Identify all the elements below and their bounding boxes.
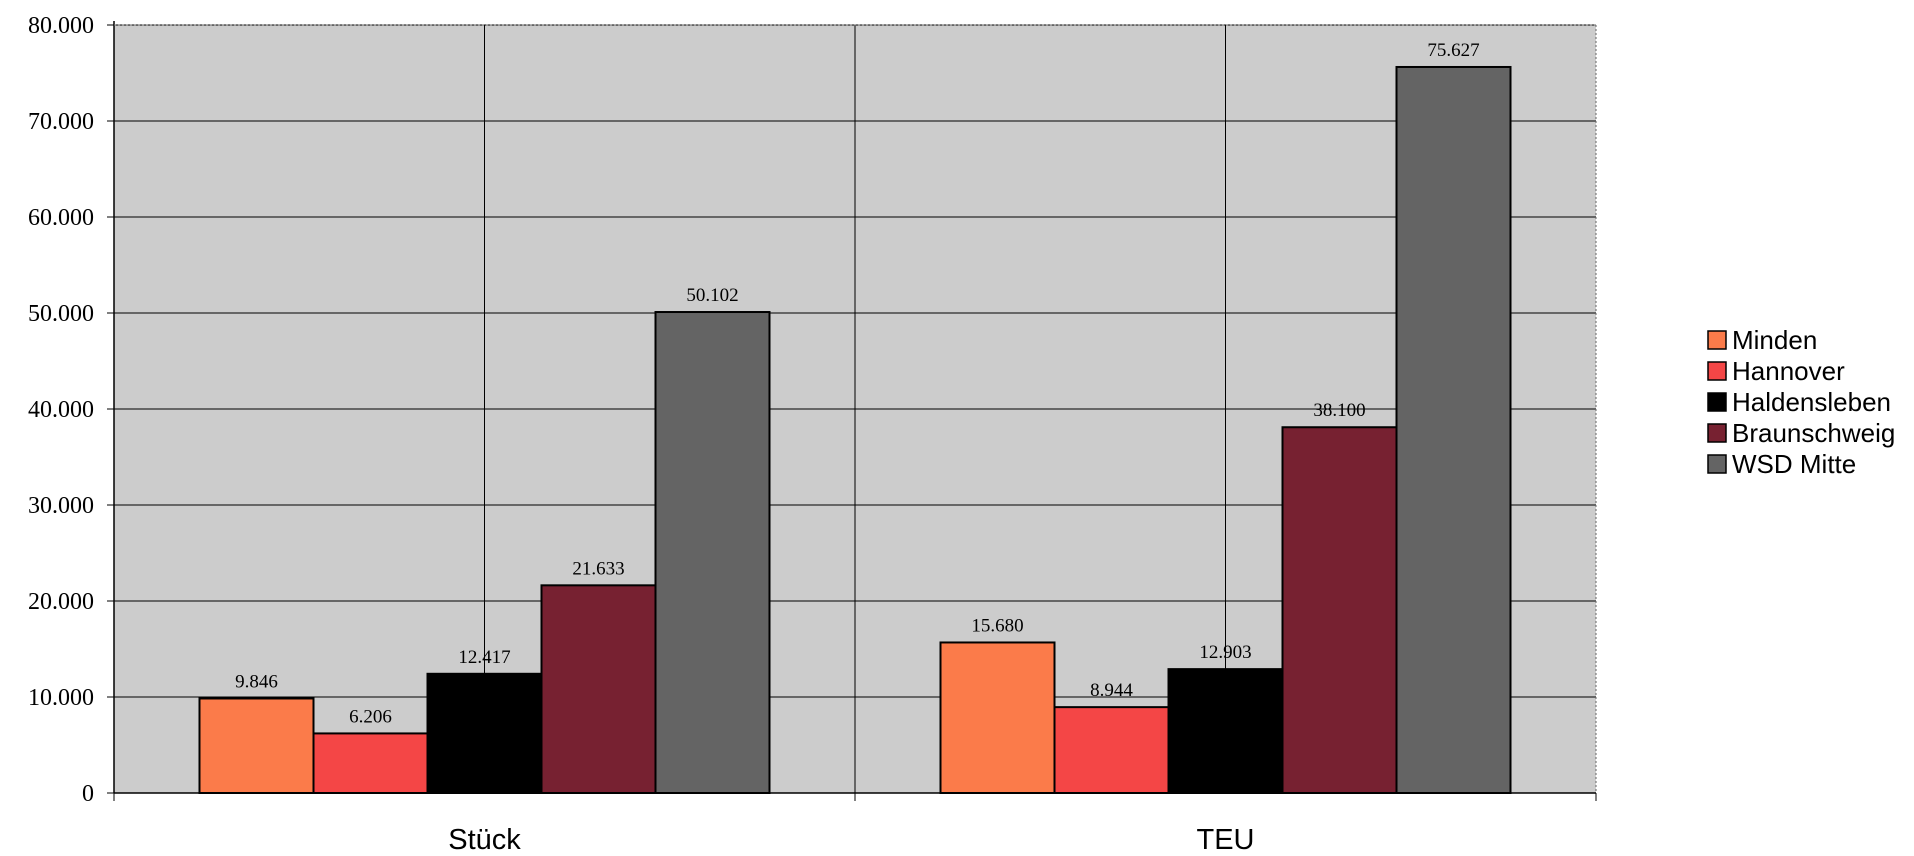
legend-swatch xyxy=(1707,361,1727,381)
data-label: 12.417 xyxy=(458,647,510,668)
y-tick-label: 20.000 xyxy=(28,589,94,615)
y-tick-label: 40.000 xyxy=(28,397,94,423)
bar-braunschweig xyxy=(540,584,657,794)
data-label: 12.903 xyxy=(1199,642,1251,663)
data-label: 9.846 xyxy=(235,671,278,692)
y-tick-label: 70.000 xyxy=(28,109,94,135)
y-tick-labels: 0 10.000 20.000 30.000 40.000 50.000 60.000 70.… xyxy=(28,13,94,807)
bar-wsd-mitte xyxy=(654,311,771,794)
legend-label: Haldensleben xyxy=(1732,387,1891,417)
y-tick-label: 50.000 xyxy=(28,301,94,327)
bar-braunschweig xyxy=(1281,426,1398,794)
bar-haldensleben xyxy=(1167,668,1284,795)
legend-label: Braunschweig xyxy=(1732,418,1895,448)
category-labels: Stück TEU xyxy=(448,824,1254,856)
data-label: 50.102 xyxy=(686,285,738,306)
bars xyxy=(198,65,1512,795)
y-tick-label: 10.000 xyxy=(28,685,94,711)
bar-hannover xyxy=(312,732,429,795)
y-tick-label: 30.000 xyxy=(28,493,94,519)
axes xyxy=(107,21,1597,801)
grid-lines xyxy=(114,24,1596,793)
data-label: 15.680 xyxy=(971,615,1023,636)
y-tick-label: 80.000 xyxy=(28,13,94,39)
data-labels: 9.846 6.206 12.417 21.633 50.102 15.680 8.944 1… xyxy=(235,40,1480,727)
data-label: 21.633 xyxy=(572,558,624,579)
category-label: TEU xyxy=(1197,824,1255,856)
y-tick-label: 60.000 xyxy=(28,205,94,231)
legend-swatch xyxy=(1707,454,1727,474)
legend-swatch xyxy=(1707,423,1727,443)
y-tick-label: 0 xyxy=(82,781,94,807)
data-label: 75.627 xyxy=(1427,40,1479,61)
bar-hannover xyxy=(1053,706,1170,794)
bar-minden xyxy=(939,641,1056,794)
bar-wsd-mitte xyxy=(1395,65,1512,795)
legend-label: Minden xyxy=(1732,325,1817,355)
legend-label: Hannover xyxy=(1732,356,1845,386)
category-label: Stück xyxy=(448,824,521,856)
legend: MindenHannoverHaldenslebenBraunschweigWS… xyxy=(1707,325,1895,479)
bar-minden xyxy=(198,697,315,794)
legend-label: WSD Mitte xyxy=(1732,449,1856,479)
bar-haldensleben xyxy=(426,672,543,795)
legend-swatch xyxy=(1707,392,1727,412)
data-label: 38.100 xyxy=(1313,400,1365,421)
legend-swatch xyxy=(1707,330,1727,350)
data-label: 6.206 xyxy=(349,706,392,727)
data-label: 8.944 xyxy=(1090,680,1133,701)
